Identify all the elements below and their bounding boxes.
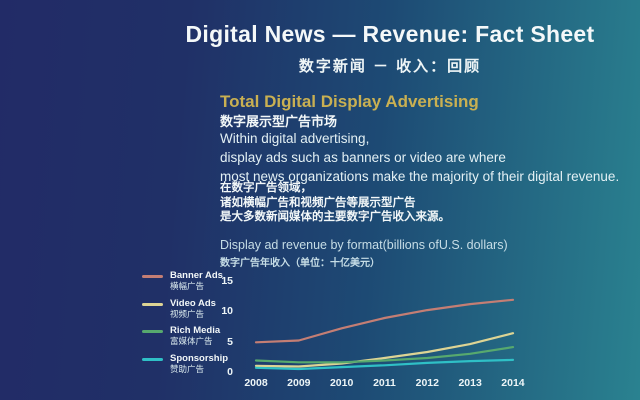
y-axis-tick-15: 15 (221, 275, 233, 287)
legend-label: Video Ads 视频广告 (170, 298, 216, 320)
y-axis-tick-5: 5 (227, 335, 233, 348)
legend-item-banner-ads: Banner Ads 横幅广告 (142, 270, 237, 298)
text-line: 是大多数新闻媒体的主要数字广告收入来源。 (220, 211, 450, 223)
x-axis-tick-2008: 2008 (244, 377, 268, 389)
legend-name-chinese: 富媒体广告 (170, 336, 213, 346)
text-line: display ads such as banners or video are… (220, 150, 506, 165)
line-chart (254, 298, 515, 371)
legend-name-chinese: 赞助广告 (170, 363, 205, 374)
legend-name: Banner Ads (170, 270, 223, 281)
text-line: 在数字广告领域， (220, 182, 312, 194)
x-axis-tick-2014: 2014 (501, 377, 525, 389)
legend-swatch (142, 330, 163, 333)
x-axis-tick-2011: 2011 (373, 377, 396, 389)
legend-swatch (142, 357, 163, 361)
series-line-video-ads (254, 332, 515, 368)
y-axis-tick-10: 10 (221, 305, 233, 318)
chart-title: Display ad revenue by format(billions of… (220, 238, 508, 252)
series-line-sponsorship (254, 358, 515, 371)
chart-legend: Banner Ads 横幅广告 Video Ads 视频广告 Rich Media 富媒体… (142, 270, 237, 380)
legend-label: Rich Media 富媒体广告 (170, 325, 220, 347)
page-title: Digital News — Revenue: Fact Sheet (185, 21, 595, 47)
chart-title-chinese: 数字广告年收入（单位：十亿美元） (220, 258, 380, 269)
page-title-chinese: 数字新闻 － 收入：回顾 (298, 58, 482, 75)
legend-item-video-ads: Video Ads 视频广告 (142, 298, 237, 326)
section-title: Total Digital Display Advertising (220, 92, 479, 111)
legend-name: Rich Media (170, 325, 221, 336)
series-line-rich-media (254, 345, 515, 364)
legend-label: Banner Ads 横幅广告 (170, 270, 223, 292)
text-line: Within digital advertising, (220, 131, 370, 146)
header: Digital News — Revenue: Fact Sheet 数字新闻 … (180, 21, 600, 76)
legend-item-rich-media: Rich Media 富媒体广告 (142, 325, 237, 353)
body-text-english: Within digital advertising, display ads s… (220, 129, 619, 186)
series-line-banner-ads (254, 298, 515, 344)
y-axis-tick-0: 0 (227, 366, 233, 378)
legend-name: Sponsorship (170, 352, 229, 364)
legend-name-chinese: 视频广告 (170, 308, 205, 319)
legend-name-chinese: 横幅广告 (170, 281, 205, 291)
text-line: most news organizations make the majorit… (220, 169, 620, 184)
x-axis-tick-2009: 2009 (287, 377, 311, 389)
x-axis-tick-2010: 2010 (329, 377, 354, 389)
x-axis-tick-2012: 2012 (415, 377, 439, 389)
text-line: 诸如横幅广告和视频广告等展示型广告 (220, 196, 416, 209)
section-title-chinese: 数字展示型广告市场 (220, 114, 338, 129)
body-text-chinese: 在数字广告领域， 诸如横幅广告和视频广告等展示型广告是大多数新闻媒体的主要数字广告… (220, 181, 450, 225)
legend-name: Video Ads (170, 297, 216, 309)
legend-swatch (142, 302, 163, 306)
x-axis-tick-2013: 2013 (458, 377, 482, 389)
legend-item-sponsorship: Sponsorship 赞助广告 (142, 353, 237, 381)
legend-label: Sponsorship 赞助广告 (170, 353, 228, 375)
legend-swatch (142, 275, 163, 278)
